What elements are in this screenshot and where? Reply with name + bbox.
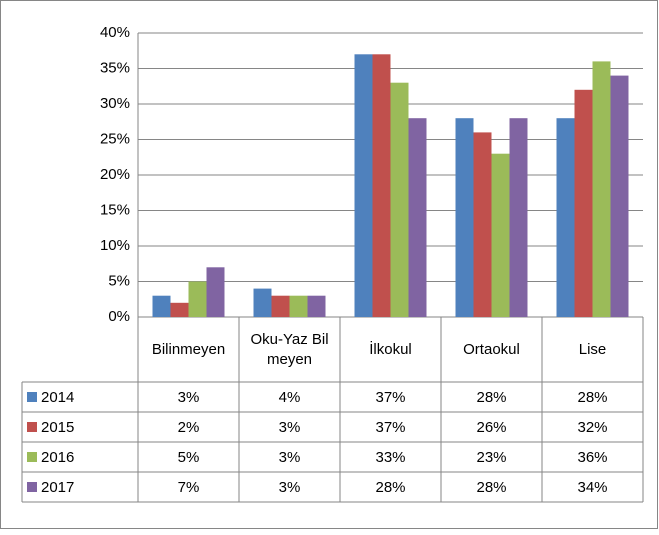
bar <box>408 118 427 317</box>
bar <box>473 132 492 317</box>
y-tick-label: 30% <box>100 95 130 112</box>
bar <box>253 288 272 317</box>
legend-swatch <box>27 482 37 492</box>
bar <box>206 267 225 317</box>
value-label: 28% <box>375 479 405 496</box>
value-label: 28% <box>476 479 506 496</box>
value-label: 3% <box>279 449 301 466</box>
category-cell: Bilinmeyen <box>151 340 226 358</box>
x-tick-label: Oku-Yaz Bilmeyen <box>250 330 329 368</box>
category-cell: İlkokul <box>369 340 412 358</box>
bar <box>271 295 290 317</box>
value-label: 37% <box>375 389 405 406</box>
bar <box>556 118 575 317</box>
legend-swatch <box>27 452 37 462</box>
value-label: 3% <box>178 389 200 406</box>
x-tick-label: Bilinmeyen <box>151 340 226 358</box>
y-tick-label: 10% <box>100 237 130 254</box>
value-label: 2% <box>178 419 200 436</box>
value-label: 33% <box>375 449 405 466</box>
y-tick-label: 35% <box>100 59 130 76</box>
y-tick-label: 20% <box>100 166 130 183</box>
y-tick-label: 0% <box>108 308 130 325</box>
y-tick-label: 40% <box>100 24 130 41</box>
legend-label: 2014 <box>41 389 74 406</box>
bar <box>509 118 528 317</box>
bar <box>289 295 308 317</box>
legend-swatch <box>27 392 37 402</box>
value-label: 5% <box>178 449 200 466</box>
bar <box>152 295 171 317</box>
bar <box>372 54 391 318</box>
bar <box>390 82 409 317</box>
bar <box>170 302 189 317</box>
bar <box>592 61 611 318</box>
value-label: 3% <box>279 419 301 436</box>
value-label: 4% <box>279 389 301 406</box>
bar <box>307 295 326 317</box>
bar <box>188 281 207 317</box>
value-label: 34% <box>577 479 607 496</box>
value-label: 3% <box>279 479 301 496</box>
x-tick-label: Ortaokul <box>463 340 520 358</box>
value-label: 36% <box>577 449 607 466</box>
category-cell: Lise <box>578 340 607 358</box>
category-cell: Ortaokul <box>463 340 520 358</box>
bar <box>354 54 373 318</box>
legend-label: 2017 <box>41 479 74 496</box>
x-tick-label: İlkokul <box>369 340 412 358</box>
legend-label: 2016 <box>41 449 74 466</box>
legend-swatch <box>27 422 37 432</box>
value-label: 37% <box>375 419 405 436</box>
y-tick-label: 25% <box>100 130 130 147</box>
bar <box>491 153 510 317</box>
value-label: 32% <box>577 419 607 436</box>
value-label: 28% <box>577 389 607 406</box>
bar <box>455 118 474 317</box>
legend-label: 2015 <box>41 419 74 436</box>
value-label: 28% <box>476 389 506 406</box>
y-tick-label: 5% <box>108 272 130 289</box>
y-tick-label: 15% <box>100 201 130 218</box>
value-label: 7% <box>178 479 200 496</box>
bar <box>610 75 629 317</box>
value-label: 23% <box>476 449 506 466</box>
category-cell: Oku-Yaz Bilmeyen <box>250 330 329 368</box>
value-label: 26% <box>476 419 506 436</box>
bar <box>574 89 593 317</box>
x-tick-label: Lise <box>578 340 607 358</box>
